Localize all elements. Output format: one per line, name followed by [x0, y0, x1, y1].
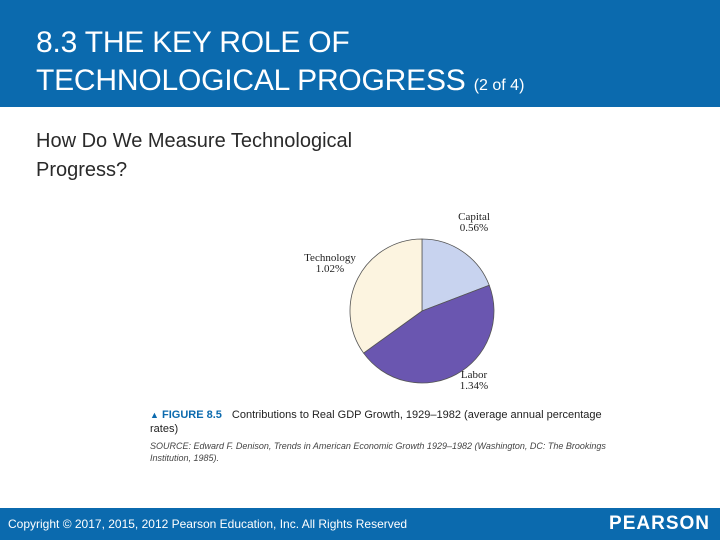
- figure-caption-text: Contributions to Real GDP Growth, 1929–1…: [150, 409, 602, 435]
- slice-label-capital: Capital: [458, 211, 490, 223]
- slide-subtitle: How Do We Measure Technological Progress…: [36, 130, 353, 181]
- slice-label-labor: Labor: [461, 369, 488, 381]
- title-bar: 8.3 THE KEY ROLE OF TECHNOLOGICAL PROGRE…: [0, 0, 720, 107]
- figure-number: FIGURE 8.5: [161, 409, 222, 421]
- slice-label-technology: Technology: [304, 252, 356, 264]
- pie-slice-labor: [363, 284, 495, 384]
- slice-value-technology: 1.02%: [316, 263, 344, 275]
- slice-value-capital: 0.56%: [460, 222, 488, 234]
- figure-source: SOURCE: Edward F. Denison, Trends in Ame…: [150, 441, 606, 463]
- slide-title: 8.3 THE KEY ROLE OF TECHNOLOGICAL PROGRE…: [36, 24, 524, 105]
- title-line-2: TECHNOLOGICAL PROGRESS: [36, 64, 466, 97]
- figure-label: ▲ FIGURE 8.5: [150, 409, 222, 421]
- figure-caption: ▲ FIGURE 8.5 Contributions to Real GDP Gr…: [150, 408, 620, 436]
- footer-bar: Copyright © 2017, 2015, 2012 Pearson Edu…: [0, 508, 720, 540]
- copyright-text: Copyright © 2017, 2015, 2012 Pearson Edu…: [8, 517, 408, 531]
- pie-slices: [349, 238, 495, 384]
- pie-slice-capital: [421, 238, 490, 312]
- pie-slice-technology: [349, 238, 423, 354]
- title-line-1: 8.3 THE KEY ROLE OF: [36, 26, 350, 59]
- triangle-icon: ▲: [150, 410, 159, 420]
- title-part-indicator: (2 of 4): [473, 77, 525, 94]
- slice-value-labor: 1.34%: [460, 380, 488, 392]
- pearson-logo: PEARSON: [609, 513, 710, 534]
